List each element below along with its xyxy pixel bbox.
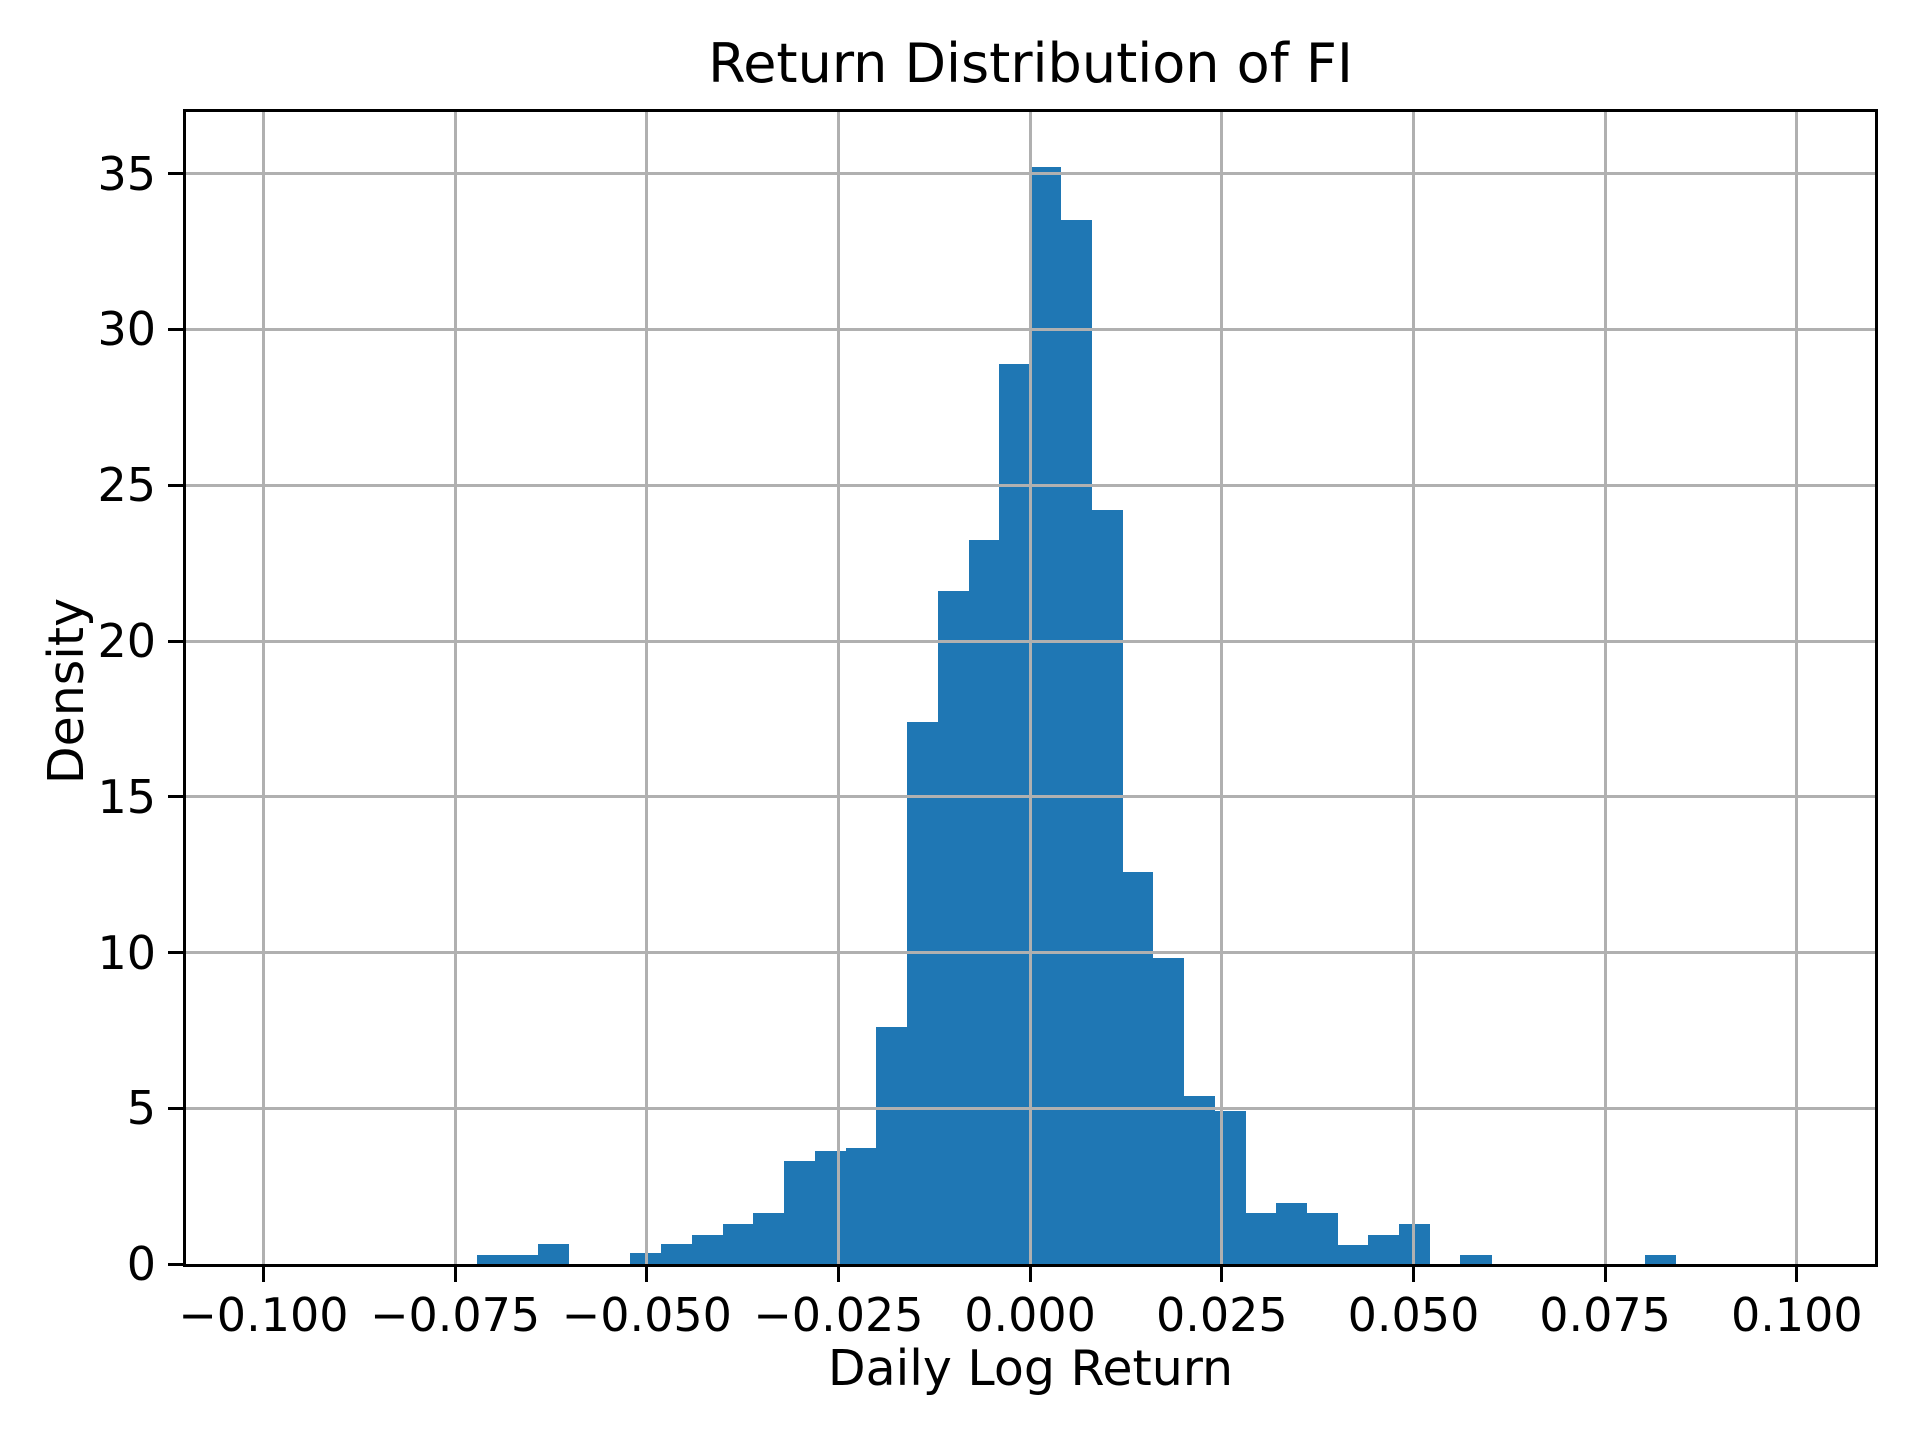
histogram-bar — [1030, 166, 1062, 1264]
histogram-bar — [1214, 1111, 1246, 1264]
x-tick-mark — [1412, 1267, 1415, 1282]
histogram-bar — [1644, 1254, 1676, 1264]
histogram-bar — [1460, 1254, 1492, 1264]
histogram-bar — [1245, 1212, 1277, 1264]
x-tick-label: −0.025 — [753, 1288, 924, 1342]
y-gridline — [186, 483, 1875, 487]
y-tick-label: 0 — [126, 1237, 156, 1291]
x-gridline — [1795, 112, 1799, 1264]
x-tick-mark — [1220, 1267, 1224, 1282]
x-tick-mark — [836, 1267, 840, 1282]
y-tick-label: 10 — [97, 925, 156, 980]
y-tick-label: 5 — [126, 1081, 156, 1136]
histogram-bar — [814, 1151, 846, 1264]
histogram-bar — [999, 363, 1031, 1264]
histogram-bar — [1306, 1212, 1338, 1264]
y-tick-label: 35 — [97, 146, 156, 201]
x-gridline — [1028, 112, 1032, 1264]
y-gridline — [186, 951, 1875, 954]
histogram-bar — [968, 540, 1000, 1264]
y-tick-label: 25 — [97, 458, 156, 513]
chart-title: Return Distribution of FI — [708, 32, 1353, 95]
x-gridline — [261, 112, 265, 1264]
y-tick-mark — [168, 172, 183, 176]
histogram-bar — [937, 591, 969, 1264]
histogram-bar — [907, 722, 939, 1264]
x-tick-mark — [1028, 1267, 1032, 1282]
histogram-bar — [661, 1243, 693, 1264]
histogram-bar — [1091, 510, 1123, 1264]
x-tick-mark — [1603, 1267, 1607, 1282]
x-tick-label: −0.100 — [178, 1288, 349, 1342]
x-gridline — [1220, 112, 1224, 1264]
x-tick-mark — [1795, 1267, 1799, 1282]
histogram-bar — [1060, 220, 1092, 1264]
histogram-bar — [1183, 1095, 1215, 1264]
histogram-bar — [722, 1224, 754, 1264]
histogram-bar — [538, 1243, 570, 1264]
x-gridline — [1603, 112, 1607, 1264]
y-gridline — [186, 172, 1875, 176]
y-tick-mark — [168, 639, 183, 643]
x-gridline — [836, 112, 840, 1264]
x-tick-label: −0.075 — [369, 1288, 541, 1342]
y-axis-label: Density — [38, 597, 95, 785]
x-tick-label: −0.050 — [561, 1288, 732, 1342]
x-tick-mark — [453, 1267, 457, 1282]
y-tick-mark — [168, 951, 183, 954]
y-gridline — [186, 639, 1875, 643]
x-axis-label: Daily Log Return — [827, 1340, 1234, 1397]
histogram-bar — [1275, 1203, 1308, 1264]
x-gridline — [453, 112, 457, 1264]
histogram-bar — [1337, 1245, 1369, 1264]
y-tick-mark — [168, 1262, 183, 1266]
y-tick-mark — [168, 1106, 183, 1110]
y-gridline — [186, 1106, 1875, 1110]
x-tick-label: 0.000 — [964, 1288, 1096, 1342]
histogram-bar — [691, 1235, 723, 1264]
histogram-bar — [784, 1160, 816, 1264]
y-tick-mark — [168, 327, 183, 331]
x-gridline — [645, 112, 649, 1264]
y-tick-label: 30 — [97, 302, 156, 357]
histogram-bar — [1122, 871, 1154, 1264]
histogram-bar — [876, 1027, 908, 1264]
x-tick-mark — [261, 1267, 265, 1282]
x-tick-label: 0.075 — [1539, 1288, 1671, 1342]
x-tick-mark — [645, 1267, 649, 1282]
histogram-bar — [753, 1212, 785, 1264]
x-tick-label: 0.050 — [1347, 1288, 1480, 1342]
plot-area — [183, 109, 1878, 1267]
y-tick-label: 15 — [97, 769, 156, 824]
histogram-bar — [1368, 1235, 1400, 1264]
histogram-bar — [507, 1254, 539, 1264]
y-tick-mark — [168, 483, 183, 487]
y-gridline — [186, 795, 1875, 799]
histogram-bar — [476, 1254, 508, 1264]
x-tick-label: 0.025 — [1155, 1288, 1288, 1342]
y-tick-label: 20 — [97, 614, 156, 668]
y-gridline — [186, 327, 1875, 331]
x-gridline — [1412, 112, 1415, 1264]
x-tick-label: 0.100 — [1730, 1288, 1863, 1342]
histogram-bar — [1152, 958, 1185, 1264]
histogram-bar — [845, 1148, 877, 1264]
y-tick-mark — [168, 795, 183, 799]
